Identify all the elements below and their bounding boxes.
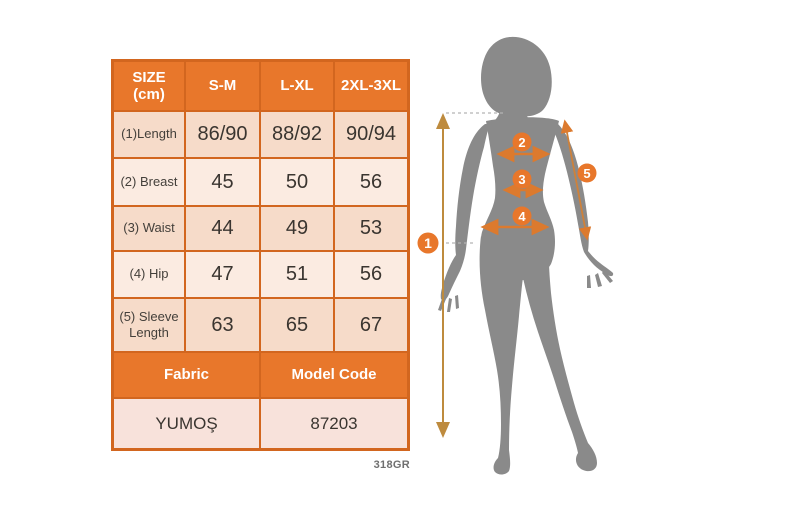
badge-2-number: 2 [518, 135, 525, 150]
column-header-2xl-3xl: 2XL-3XL [335, 62, 407, 110]
column-header-l-xl: L-XL [261, 62, 333, 110]
badge-1-circle [417, 232, 439, 254]
cell-hip-sm: 47 [186, 252, 259, 297]
badge-3-circle [512, 169, 532, 189]
cell-hip-lxl: 51 [261, 252, 333, 297]
size-header-line2: (cm) [133, 86, 165, 103]
cell-waist-lxl: 49 [261, 207, 333, 250]
cell-sleeve-sm: 63 [186, 299, 259, 351]
row-label-hip: (4) Hip [114, 252, 184, 297]
cell-waist-2xl: 53 [335, 207, 407, 250]
weight-footnote: 318GR [373, 459, 410, 471]
badge-4-circle [512, 206, 532, 226]
badge-5-number: 5 [583, 166, 590, 181]
cell-length-lxl: 88/92 [261, 112, 333, 157]
row-label-breast: (2) Breast [114, 159, 184, 205]
column-header-s-m: S-M [186, 62, 259, 110]
cell-length-2xl: 90/94 [335, 112, 407, 157]
fabric-value: YUMOŞ [114, 399, 259, 448]
cell-sleeve-lxl: 65 [261, 299, 333, 351]
size-header-line1: SIZE [132, 68, 166, 86]
row-label-length: (1)Length [114, 112, 184, 157]
cell-waist-sm: 44 [186, 207, 259, 250]
fabric-header: Fabric [114, 353, 259, 397]
badge-2-circle [512, 132, 532, 152]
badge-1-number: 1 [424, 235, 432, 251]
row-label-waist: (3) Waist [114, 207, 184, 250]
model-code-header: Model Code [261, 353, 407, 397]
row-label-sleeve-length: (5) Sleeve Length [114, 299, 184, 351]
badge-4-number: 4 [518, 209, 526, 224]
badge-3-number: 3 [518, 172, 525, 187]
cell-breast-sm: 45 [186, 159, 259, 205]
cell-breast-lxl: 50 [261, 159, 333, 205]
sleeve-measure-arrow [560, 119, 592, 241]
cell-sleeve-2xl: 67 [335, 299, 407, 351]
model-code-value: 87203 [261, 399, 407, 448]
size-table-header-size: SIZE (cm) [114, 62, 184, 110]
badge-5-circle [577, 163, 597, 183]
measurement-figure: 1 2 3 4 5 [417, 36, 614, 475]
cell-breast-2xl: 56 [335, 159, 407, 205]
cell-hip-2xl: 56 [335, 252, 407, 297]
cell-length-sm: 86/90 [186, 112, 259, 157]
measure-badges: 1 2 3 4 5 [417, 132, 597, 254]
dashed-reference-lines [446, 112, 504, 244]
size-table: SIZE (cm) S-M L-XL 2XL-3XL (1)Length 86/… [111, 59, 410, 451]
woman-silhouette-icon [438, 36, 614, 475]
